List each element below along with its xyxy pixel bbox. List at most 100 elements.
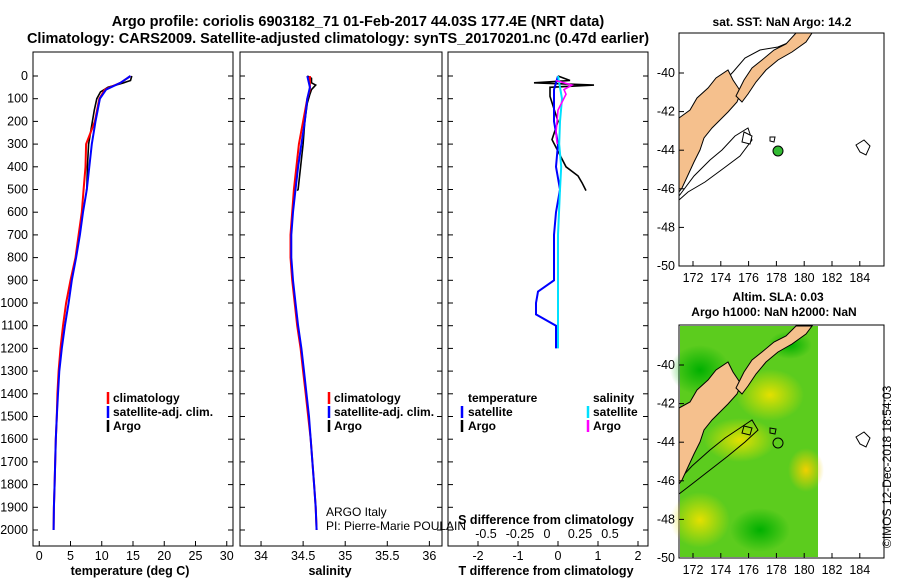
depth-tick-label: 1300 — [0, 364, 28, 378]
series-s-satellite — [557, 75, 564, 349]
x-tick-label: 20 — [157, 549, 171, 563]
sla-islet — [741, 425, 753, 436]
sst-land-north-island — [735, 32, 813, 103]
lon-tick-label: 184 — [849, 563, 870, 577]
s-tick-label: -0.5 — [475, 527, 497, 541]
difference-axes-frame — [447, 51, 649, 547]
lat-tick-label: -44 — [657, 143, 675, 157]
sla-islet-2 — [769, 427, 777, 435]
s-tick-label: -0.25 — [506, 527, 535, 541]
sla-chatham-islands — [855, 431, 871, 448]
legend-argo: Argo — [334, 419, 362, 433]
salinity-axes-frame — [239, 51, 443, 547]
title-line-2: Climatology: CARS2009. Satellite-adjuste… — [27, 31, 649, 47]
depth-tick-label: 900 — [7, 273, 28, 287]
lon-tick-label: 172 — [683, 271, 704, 285]
temperature-axis-label: temperature (deg C) — [71, 564, 190, 578]
t-difference-axis-label: T difference from climatology — [458, 564, 633, 578]
lon-tick-label: 182 — [822, 563, 843, 577]
depth-tick-label: 1000 — [0, 296, 28, 310]
title-line-1: Argo profile: coriolis 6903182_71 01-Feb… — [112, 14, 605, 30]
lat-tick-label: -48 — [657, 220, 675, 234]
legend-s-argo: Argo — [593, 419, 621, 433]
salinity-panel: 34 34.5 35 35.5 36 salinity climatology sate… — [239, 51, 466, 578]
lon-tick-label: 180 — [794, 563, 815, 577]
series-argo — [85, 75, 133, 192]
x-tick-label: 34.5 — [291, 549, 315, 563]
series-argo — [296, 75, 317, 192]
x-tick-label: 0 — [36, 549, 43, 563]
sst-shelf-outline-south — [678, 127, 753, 202]
legend-climatology: climatology — [334, 391, 401, 405]
lat-tick-label: -50 — [657, 551, 675, 565]
lon-tick-label: 174 — [710, 563, 731, 577]
lon-tick-label: 178 — [766, 271, 787, 285]
lon-tick-label: 172 — [683, 563, 704, 577]
legend-t-satellite: satellite — [468, 405, 513, 419]
legend-climatology: climatology — [113, 391, 180, 405]
s-tick-label: 0.25 — [568, 527, 592, 541]
lon-tick-label: 180 — [794, 271, 815, 285]
legend-temperature-title: temperature — [468, 391, 538, 405]
x-tick-label: 35.5 — [375, 549, 399, 563]
legend-argo: Argo — [113, 419, 141, 433]
salinity-legend: climatology satellite-adj. clim. Argo — [327, 391, 434, 433]
x-tick-label: 1 — [595, 549, 602, 563]
depth-tick-label: 1500 — [0, 410, 28, 424]
depth-tick-label: 1400 — [0, 387, 28, 401]
series-t-argo — [533, 75, 595, 191]
x-tick-label: 5 — [67, 549, 74, 563]
depth-tick-label: 2000 — [0, 523, 28, 537]
legend-s-satellite: satellite — [593, 405, 638, 419]
x-tick-label: 2 — [635, 549, 642, 563]
lon-tick-label: 176 — [738, 271, 759, 285]
sla-isobath — [678, 419, 759, 496]
sla-map: Altim. SLA: 0.03 Argo h1000: NaN h2000: … — [657, 290, 885, 577]
lat-tick-label: -42 — [657, 105, 675, 119]
argo-float-marker — [772, 145, 784, 157]
sla-land-north-island — [735, 325, 813, 395]
depth-tick-label: 200 — [7, 114, 28, 128]
temperature-panel: 0 5 10 15 20 25 30 010020030040050060070080090… — [0, 51, 648, 578]
sst-chatham-islands — [855, 139, 871, 156]
lat-tick-label: -40 — [657, 66, 675, 80]
lat-tick-label: -44 — [657, 435, 675, 449]
depth-tick-label: 100 — [7, 92, 28, 106]
lat-tick-label: -46 — [657, 182, 675, 196]
sla-map-subtitle: Argo h1000: NaN h2000: NaN — [691, 305, 856, 319]
sst-map-title: sat. SST: NaN Argo: 14.2 — [713, 15, 852, 29]
salinity-axis-label: salinity — [308, 564, 351, 578]
lon-tick-label: 182 — [822, 271, 843, 285]
s-tick-label: 0 — [544, 527, 551, 541]
x-tick-label: 25 — [189, 549, 203, 563]
lat-tick-label: -42 — [657, 397, 675, 411]
pi-text: PI: Pierre-Marie POULAIN — [326, 519, 466, 533]
series-s-argo — [555, 79, 575, 145]
lon-tick-label: 184 — [849, 271, 870, 285]
lon-tick-label: 176 — [738, 563, 759, 577]
lat-tick-label: -48 — [657, 512, 675, 526]
s-tick-label: 0.5 — [601, 527, 618, 541]
depth-tick-label: 500 — [7, 183, 28, 197]
x-tick-label: -2 — [472, 549, 483, 563]
lon-tick-label: 178 — [766, 563, 787, 577]
x-tick-label: 15 — [126, 549, 140, 563]
temperature-legend: climatology satellite-adj. clim. Argo — [106, 391, 213, 433]
depth-tick-label: 400 — [7, 160, 28, 174]
x-tick-label: 36 — [422, 549, 436, 563]
legend-satellite: satellite-adj. clim. — [113, 405, 213, 419]
sla-float-marker — [772, 437, 784, 449]
timestamp: ©IMOS 12-Dec-2018 18:54:03 — [880, 385, 894, 548]
depth-tick-label: 700 — [7, 228, 28, 242]
series-satellite-adj-clim- — [52, 75, 132, 531]
depth-tick-label: 1600 — [0, 432, 28, 446]
difference-legend: temperature satellite Argo salinity sate… — [460, 391, 638, 433]
temperature-axes-frame — [32, 51, 234, 547]
s-difference-axis-label: S difference from climatology — [458, 513, 634, 527]
x-tick-label: 34 — [254, 549, 268, 563]
credit-text: ARGO Italy — [326, 505, 387, 519]
depth-tick-label: 1900 — [0, 500, 28, 514]
x-tick-label: 30 — [220, 549, 234, 563]
depth-axis-labels: 0 100 200 300 400 500 600 700 800 900 1000 1100 1200… — [0, 69, 648, 537]
